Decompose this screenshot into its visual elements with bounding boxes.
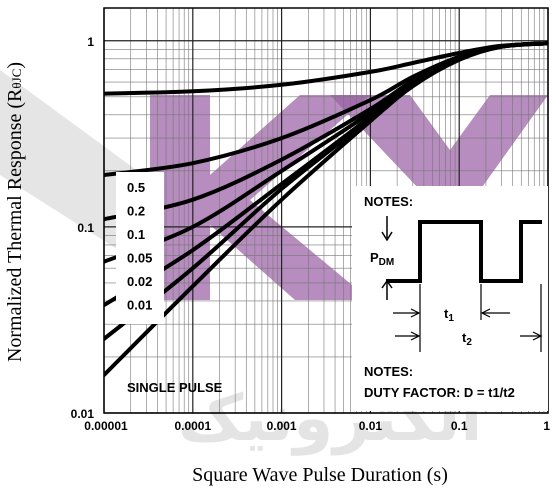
y-axis-title-main: Normalized Thermal Response (R — [4, 88, 26, 362]
legend-label-0_05: 0.05 — [127, 251, 152, 266]
y-axis-title: Normalized Thermal Response (RθJC) — [4, 62, 26, 362]
legend-label-0_2: 0.2 — [127, 204, 145, 219]
x-tick-label: 0.00001 — [84, 419, 128, 433]
pulse-waveform — [386, 220, 542, 283]
x-tick-label: 0.01 — [359, 419, 383, 433]
legend-label-0_01: 0.01 — [127, 298, 152, 313]
notes-box: NOTES: PDM t1 t2 NOTES: DUTY FACTOR: D =… — [352, 186, 548, 411]
x-tick-label: 1 — [543, 419, 550, 433]
x-tick-label: 0.0001 — [174, 419, 211, 433]
t1-subscript: 1 — [448, 313, 454, 324]
duty-factor-note: DUTY FACTOR: D = t1/t2 — [364, 385, 515, 400]
y-axis-title-sub: θJC — [9, 69, 24, 89]
pdm-subscript: DM — [379, 257, 395, 268]
notes-title: NOTES: — [364, 364, 413, 379]
x-axis-title: Square Wave Pulse Duration (s) — [192, 464, 448, 486]
series-lines — [104, 41, 548, 377]
y-tick-label: 1 — [87, 35, 94, 49]
y-tick-label: 0.1 — [77, 221, 94, 235]
duty-legend: 0.5 0.2 0.1 0.05 0.02 0.01 — [116, 172, 164, 324]
legend-label-0_5: 0.5 — [127, 180, 145, 195]
legend-background — [116, 172, 164, 324]
pdm-label: P — [370, 250, 379, 265]
y-tick-label: 0.01 — [71, 407, 95, 421]
x-tick-labels: 0.00001 0.0001 0.001 0.01 0.1 1 — [84, 419, 550, 433]
series-line-single-pulse — [104, 41, 548, 377]
t2-subscript: 2 — [466, 337, 472, 348]
legend-label-0_1: 0.1 — [127, 227, 145, 242]
svg-text:t1: t1 — [444, 306, 454, 324]
x-tick-label: 0.001 — [267, 419, 297, 433]
minor-grid — [104, 8, 548, 413]
t1-label: t — [444, 306, 449, 321]
legend-label-0_02: 0.02 — [127, 274, 152, 289]
x-tick-label: 0.1 — [451, 419, 468, 433]
y-axis-title-close: ) — [4, 62, 26, 69]
y-tick-labels: 0.01 0.1 1 — [71, 35, 95, 421]
svg-text:PDM: PDM — [370, 250, 394, 268]
t2-label: t — [462, 330, 467, 345]
notes-header: NOTES: — [364, 194, 413, 209]
watermark-gray-wedge — [0, 70, 150, 270]
single-pulse-label: SINGLE PULSE — [127, 380, 223, 395]
watermark-k-shape — [150, 95, 370, 300]
svg-text:t2: t2 — [462, 330, 472, 348]
